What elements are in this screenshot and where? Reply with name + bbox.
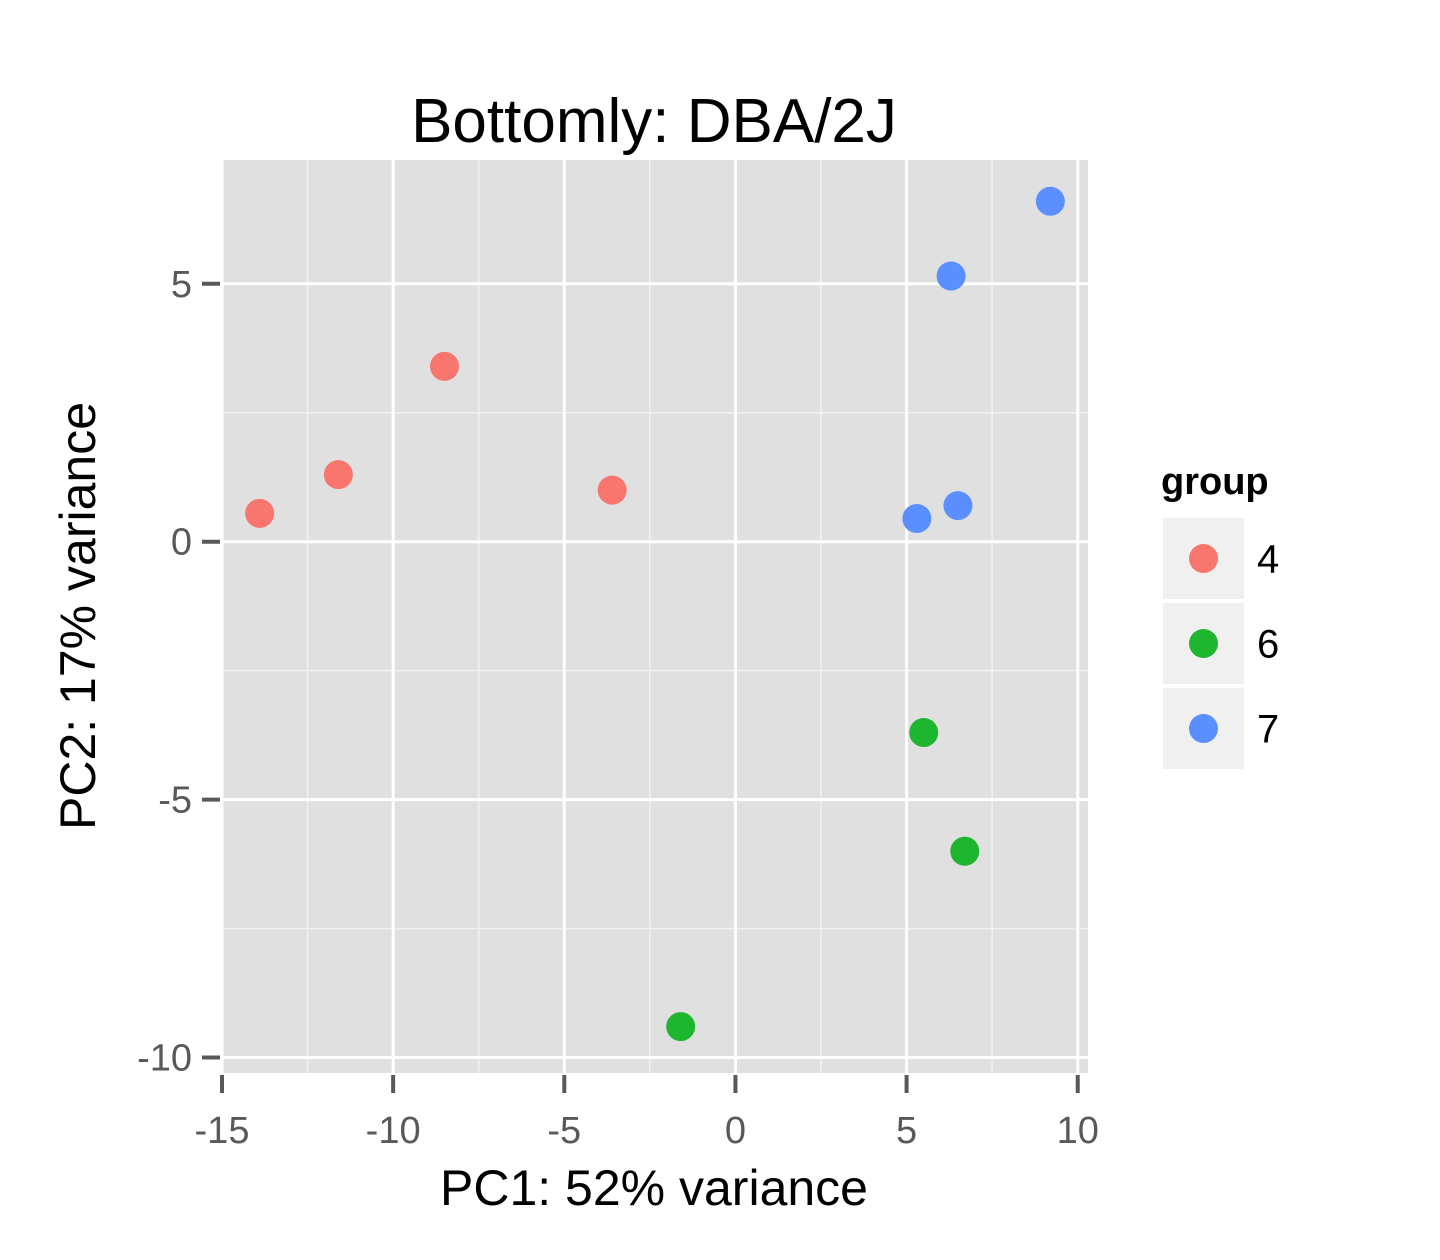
- data-points: [245, 186, 1065, 1042]
- legend-swatch-4: [1189, 544, 1218, 573]
- legend-swatch-7: [1189, 714, 1218, 743]
- x-axis-title: PC1: 52% variance: [440, 1160, 868, 1216]
- legend-label-4: 4: [1257, 538, 1279, 582]
- y-tick-label: 5: [171, 264, 192, 306]
- minor-gridlines: [222, 160, 1088, 1073]
- x-axis-ticks: -15 -10 -5 0 5 10: [195, 1075, 1099, 1152]
- data-point-group-6: [909, 718, 939, 748]
- y-tick-label: -5: [158, 780, 192, 822]
- y-tick-label: 0: [171, 522, 192, 564]
- legend: group 4 6 7: [1161, 461, 1279, 769]
- legend-swatch-6: [1189, 629, 1218, 658]
- data-point-group-6: [666, 1012, 696, 1042]
- data-point-group-7: [902, 503, 932, 533]
- legend-label-7: 7: [1257, 708, 1279, 752]
- data-point-group-4: [323, 460, 353, 490]
- y-axis-ticks: -10 -5 0 5: [137, 264, 220, 1080]
- x-tick-label: -10: [366, 1110, 421, 1152]
- data-point-group-7: [943, 491, 973, 521]
- data-point-group-4: [429, 351, 459, 381]
- y-tick-label: -10: [137, 1038, 192, 1080]
- legend-label-6: 6: [1257, 623, 1279, 667]
- x-tick-label: 5: [896, 1110, 917, 1152]
- plot-panel: [222, 160, 1088, 1073]
- x-tick-label: -15: [195, 1110, 250, 1152]
- major-gridlines: [220, 160, 1088, 1073]
- y-axis-title: PC2: 17% variance: [50, 402, 106, 830]
- data-point-group-6: [950, 836, 980, 866]
- data-point-group-7: [1035, 186, 1065, 216]
- x-tick-label: 10: [1057, 1110, 1099, 1152]
- data-point-group-4: [245, 498, 275, 528]
- legend-title: group: [1161, 461, 1269, 503]
- x-tick-label: -5: [547, 1110, 581, 1152]
- data-point-group-7: [936, 261, 966, 291]
- x-tick-label: 0: [725, 1110, 746, 1152]
- chart-title: Bottomly: DBA/2J: [411, 87, 897, 156]
- data-point-group-4: [597, 475, 627, 505]
